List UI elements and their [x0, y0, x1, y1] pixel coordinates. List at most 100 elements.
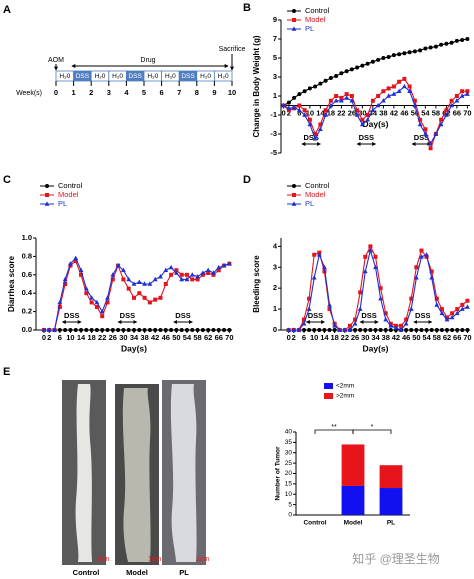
x-tick-label: 2 — [292, 333, 296, 342]
marker — [344, 95, 350, 100]
legend-marker — [45, 193, 49, 197]
marker — [89, 295, 95, 300]
legend-label: Model — [305, 190, 326, 199]
marker — [409, 296, 414, 301]
x-tick-label: 66 — [215, 333, 223, 342]
marker — [424, 252, 429, 257]
week-label: 2 — [89, 88, 93, 97]
legend-label: PL — [305, 24, 314, 33]
marker — [378, 296, 384, 301]
legend-marker — [291, 201, 297, 206]
marker — [349, 94, 354, 98]
marker — [362, 268, 368, 274]
x-tick-label: 50 — [412, 333, 420, 342]
marker — [221, 263, 227, 268]
marker — [347, 327, 353, 332]
marker — [169, 272, 174, 277]
legend-marker — [291, 26, 297, 31]
marker — [342, 327, 348, 332]
marker — [126, 328, 131, 332]
marker — [297, 103, 302, 108]
significance-label: ** — [331, 424, 337, 431]
x-tick-label: 58 — [433, 333, 441, 342]
panel-label: E — [3, 366, 10, 378]
marker — [137, 291, 142, 296]
marker — [333, 98, 339, 103]
marker — [332, 328, 337, 332]
timeline-cell — [213, 70, 233, 82]
annotation: DSS — [64, 311, 79, 320]
marker — [383, 316, 389, 322]
marker — [206, 328, 211, 332]
y-tick-label: 9 — [273, 15, 277, 24]
marker — [353, 317, 358, 322]
legend-marker — [292, 193, 296, 197]
x-tick-label: 66 — [453, 333, 461, 342]
marker — [355, 108, 360, 113]
marker — [386, 93, 392, 98]
y-axis-label: Bleeding score — [252, 255, 261, 313]
x-tick-label: 18 — [87, 333, 95, 342]
cell-label: H₂0 — [165, 73, 176, 80]
marker — [126, 286, 131, 291]
marker — [313, 84, 318, 89]
marker — [424, 328, 429, 332]
x-tick-label: 62 — [443, 333, 451, 342]
y-tick-label: 15 — [285, 481, 293, 488]
x-tick-label: 38 — [382, 333, 390, 342]
marker — [334, 94, 339, 98]
marker — [464, 91, 470, 96]
marker — [449, 40, 454, 45]
y-axis-label: Diarrhea score — [7, 255, 16, 312]
x-tick-label: 66 — [453, 108, 461, 117]
marker — [115, 263, 121, 268]
marker — [296, 327, 302, 332]
marker — [79, 272, 84, 277]
marker — [449, 102, 455, 108]
marker — [57, 305, 62, 309]
x-tick-label: 6 — [58, 333, 62, 342]
marker — [291, 104, 297, 110]
x-tick-label: 50 — [172, 333, 180, 342]
bar-segment — [341, 444, 365, 486]
marker — [439, 42, 444, 47]
cell-label: H₂0 — [112, 73, 123, 80]
marker — [195, 328, 200, 332]
week-label: 9 — [212, 88, 216, 97]
marker — [307, 86, 312, 91]
colon — [170, 384, 197, 562]
marker — [84, 291, 89, 296]
marker — [349, 67, 354, 72]
marker — [312, 136, 318, 141]
marker — [316, 252, 322, 257]
marker — [163, 282, 168, 286]
marker — [409, 328, 414, 332]
marker — [79, 328, 84, 332]
marker — [318, 81, 323, 86]
marker — [211, 270, 216, 275]
marker — [429, 275, 435, 280]
marker — [339, 95, 344, 100]
x-tick-label: 0 — [42, 333, 46, 342]
marker — [307, 121, 313, 127]
marker — [418, 117, 423, 122]
marker — [216, 268, 221, 273]
y-axis-label: Change in Body Weight (g) — [252, 35, 261, 137]
panel-label: D — [243, 174, 251, 186]
x-tick-label: 14 — [77, 333, 86, 342]
cell-label: H₂0 — [147, 73, 158, 80]
marker — [378, 286, 383, 291]
y-tick-label: 10 — [285, 491, 293, 498]
marker — [429, 269, 434, 274]
marker — [459, 93, 465, 98]
marker — [399, 323, 404, 328]
marker — [398, 327, 404, 332]
marker — [433, 131, 439, 136]
marker — [439, 328, 444, 332]
legend-marker — [292, 18, 296, 22]
marker — [152, 276, 158, 282]
marker — [375, 102, 381, 108]
x-tick-label: 26 — [351, 333, 359, 342]
marker — [349, 98, 355, 103]
marker — [337, 327, 343, 332]
